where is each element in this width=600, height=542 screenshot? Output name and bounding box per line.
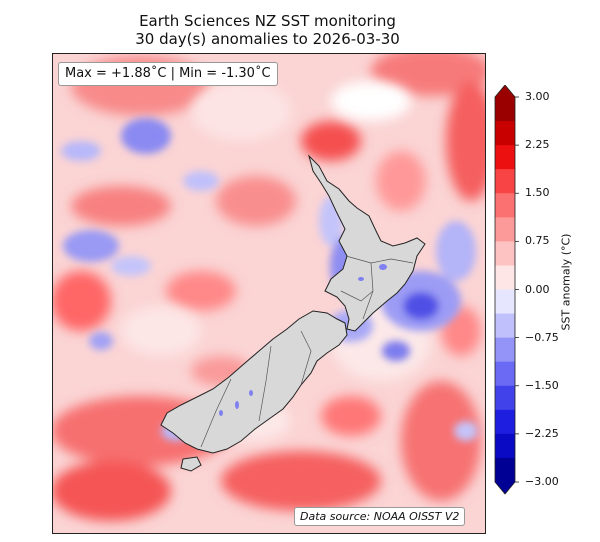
warm-anomaly-patches bbox=[53, 54, 485, 521]
stewart-island bbox=[180, 456, 202, 472]
colorbar-segment bbox=[495, 313, 515, 339]
sst-map bbox=[52, 53, 486, 534]
colorbar-segment bbox=[495, 121, 515, 146]
colorbar-tick-label: 0.00 bbox=[525, 282, 550, 296]
colorbar-segment bbox=[495, 361, 515, 387]
colorbar-segment bbox=[495, 97, 515, 122]
colorbar-tick-label: −3.00 bbox=[525, 475, 559, 488]
colorbar-segment bbox=[495, 241, 515, 266]
colorbar bbox=[494, 85, 519, 495]
colorbar-segment bbox=[495, 337, 515, 363]
colorbar-extend-top bbox=[495, 85, 515, 97]
colorbar-segment bbox=[495, 217, 515, 242]
colorbar-tick-label: 2.25 bbox=[525, 138, 550, 152]
colorbar-tick-label: 0.75 bbox=[525, 234, 550, 248]
colorbar-segment bbox=[495, 385, 515, 411]
colorbar-tick-label: −1.50 bbox=[525, 378, 559, 392]
colorbar-tick-label: 3.00 bbox=[525, 90, 550, 103]
lakes bbox=[219, 264, 387, 416]
colorbar-segment bbox=[495, 457, 515, 483]
south-island bbox=[160, 310, 348, 454]
colorbar-label: SST anomaly (°C) bbox=[559, 233, 573, 331]
north-island bbox=[308, 154, 426, 332]
chart-title-line1: Earth Sciences NZ SST monitoring bbox=[139, 12, 396, 30]
colorbar-segment bbox=[495, 145, 515, 170]
colorbar-tick-label: −2.25 bbox=[525, 426, 559, 440]
colorbar-segment bbox=[495, 193, 515, 218]
max-min-stats-box: Max = +1.88˚C | Min = -1.30˚C bbox=[58, 62, 278, 86]
colorbar-extend-bottom bbox=[495, 482, 515, 494]
colorbar-segment bbox=[495, 289, 515, 315]
sst-anomaly-field bbox=[53, 54, 485, 533]
region-boundaries bbox=[200, 255, 414, 448]
colorbar-tick-label: −0.75 bbox=[525, 330, 559, 344]
colorbar-segment bbox=[495, 169, 515, 194]
chart-title-line2: 30 day(s) anomalies to 2026-03-30 bbox=[135, 30, 400, 48]
colorbar-segment bbox=[495, 409, 515, 435]
colorbar-segment bbox=[495, 265, 515, 290]
colorbar-tick-label: 1.50 bbox=[525, 186, 550, 200]
colorbar-segment bbox=[495, 433, 515, 459]
data-source-box: Data source: NOAA OISST V2 bbox=[294, 507, 466, 526]
